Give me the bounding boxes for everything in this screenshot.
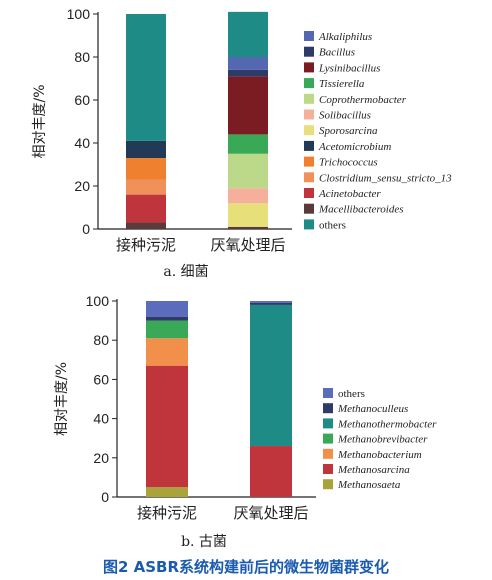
legend-swatch	[304, 203, 314, 214]
chart-subtitle: b. 古菌	[181, 534, 227, 550]
legend-swatch	[304, 125, 314, 136]
legend-label: Methanoculleus	[337, 403, 408, 415]
y-tick-label: 20	[74, 178, 90, 194]
chart-archaea: 0 20 40 60 80 100 相对丰度/% 接种污泥 厌氧处理后 others Methano…	[54, 293, 437, 550]
legend-label: Alkaliphilus	[318, 31, 372, 43]
bar-segment-clostridium-sensu-stricto-13	[126, 179, 166, 195]
category-label: 接种污泥	[137, 504, 197, 522]
bar-segment-acetomicrobium	[126, 140, 166, 159]
bar-segment-sporosarcina	[228, 203, 268, 227]
y-tick-label: 40	[74, 135, 90, 151]
legend-label: Clostridium_sensu_stricto_13	[319, 172, 452, 184]
y-axis-label: 相对丰度/%	[32, 84, 48, 158]
legend-swatch	[304, 219, 314, 230]
legend-swatch	[304, 188, 314, 198]
legend: Alkaliphilus Bacillus Lysinibacillus Tissie…	[304, 31, 452, 231]
legend-label: Acinetobacter	[318, 188, 381, 200]
legend-label: Methanosarcina	[337, 464, 410, 476]
legend-label: Methanobacterium	[337, 449, 422, 461]
y-tick-label: 60	[74, 92, 90, 108]
legend-swatch	[304, 31, 314, 41]
legend-label: Acetomicrobium	[318, 141, 391, 153]
legend-swatch	[304, 78, 314, 89]
bar-segment-trichococcus	[126, 158, 166, 180]
bar-segment-macellibacteroides	[126, 222, 166, 229]
bar-segment-methanoculleus	[146, 316, 188, 321]
legend-label: Coprothermobacter	[319, 94, 407, 106]
legend-swatch	[323, 403, 333, 414]
legend-label: Bacillus	[319, 47, 355, 59]
y-tick-label: 100	[67, 6, 91, 22]
y-tick-label: 80	[93, 332, 109, 348]
y-tick-label: 0	[82, 221, 90, 237]
bar-segment-methanothermobacter	[250, 304, 292, 447]
bar-segment-others	[228, 11, 268, 58]
bar-segment-bacillus	[228, 69, 268, 77]
y-tick-label: 80	[74, 49, 90, 65]
y-tick-label: 60	[93, 371, 109, 387]
bar-segment-coprothermobacter	[228, 153, 268, 189]
bar-segment-methanosaeta	[146, 487, 188, 497]
legend-swatch	[323, 464, 333, 474]
bar-segment-others	[146, 301, 188, 317]
legend-swatch	[323, 388, 333, 398]
legend-label: Macellibacteroides	[318, 204, 404, 216]
category-label: 厌氧处理后	[210, 236, 285, 254]
legend-swatch	[304, 156, 314, 167]
legend-label: Methanobrevibacter	[337, 434, 428, 446]
y-tick-label: 100	[86, 293, 110, 309]
legend-label: Tissierella	[319, 78, 365, 90]
legend-label: Sporosarcina	[319, 125, 378, 137]
bar-segment-tissierella	[228, 134, 268, 154]
y-tick-label: 20	[93, 450, 109, 466]
y-tick-label: 0	[101, 489, 109, 505]
legend-swatch	[304, 93, 314, 104]
bar-segment-macellibacteroides	[228, 226, 268, 229]
bar-segment-methanosarcina	[146, 365, 188, 488]
legend-label: Methanosaeta	[337, 479, 401, 491]
chart-bacteria: 0 20 40 60 80 100 相对丰度/% 接种污泥 厌氧处理后 Alkaliphilus B…	[32, 6, 452, 280]
legend-label: others	[319, 219, 346, 231]
legend-label: Solibacillus	[319, 110, 371, 122]
bar-segment-solibacillus	[228, 188, 268, 204]
legend-swatch	[323, 433, 333, 444]
legend-swatch	[323, 448, 333, 459]
legend-label: others	[338, 388, 365, 400]
figure-caption: 图2 ASBR系统构建前后的微生物菌群变化	[103, 558, 389, 576]
chart-subtitle: a. 细菌	[163, 264, 208, 280]
bar-segment-others	[126, 14, 166, 141]
legend-swatch	[304, 140, 314, 151]
legend-label: Methanothermobacter	[337, 418, 437, 430]
bar-segment-others	[250, 301, 292, 303]
legend: others Methanoculleus Methanothermobacter M…	[323, 388, 437, 491]
legend-swatch	[304, 109, 314, 120]
bar-segment-lysinibacillus	[228, 76, 268, 135]
y-tick-label: 40	[93, 411, 109, 427]
bar-segment-acinetobacter	[126, 194, 166, 223]
legend-swatch	[304, 62, 314, 73]
legend-swatch	[304, 172, 314, 183]
legend-swatch	[323, 479, 333, 490]
legend-label: Trichococcus	[319, 157, 378, 169]
bar-segment-kalkaliphilus	[228, 57, 268, 70]
legend-swatch	[323, 418, 333, 429]
bar-segment-methanobacterium	[146, 338, 188, 366]
legend-label: Lysinibacillus	[318, 62, 380, 74]
y-axis-label: 相对丰度/%	[54, 362, 70, 436]
bar-segment-methanoculleus	[250, 302, 292, 305]
category-label: 厌氧处理后	[233, 504, 308, 522]
legend-swatch	[304, 46, 314, 57]
bar-segment-methanosarcina	[250, 446, 292, 497]
bar-segment-methanobrevibacter	[146, 320, 188, 339]
category-label: 接种污泥	[116, 236, 176, 254]
